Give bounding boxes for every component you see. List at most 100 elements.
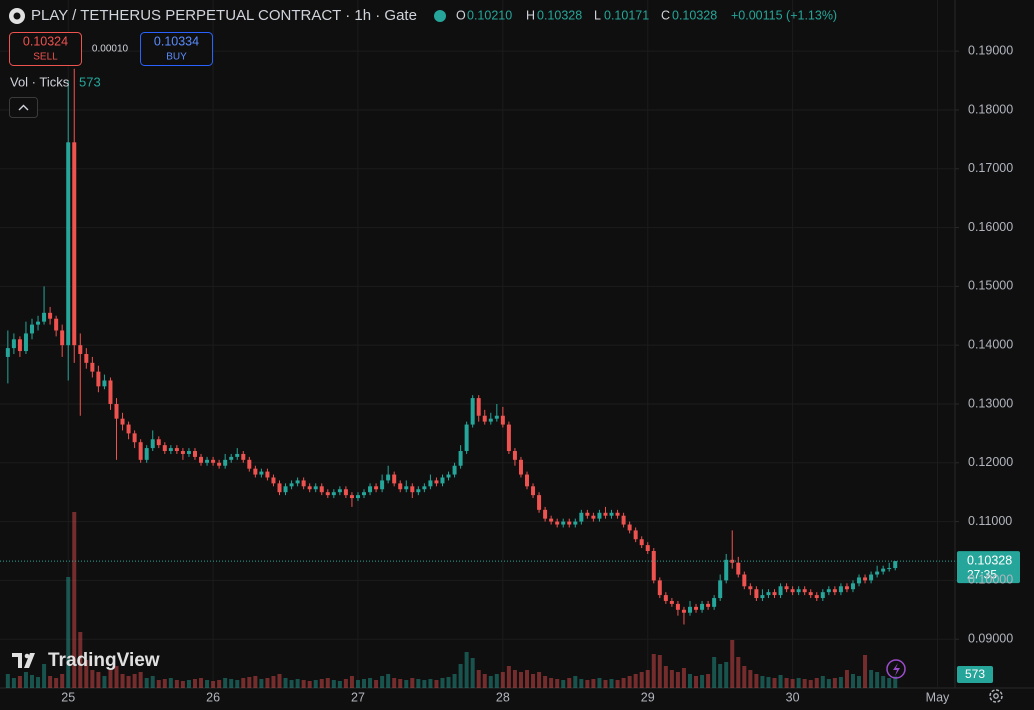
candle-body (597, 512, 602, 519)
candle-body (29, 324, 34, 334)
candle-body (694, 606, 699, 610)
volume-bar (458, 664, 463, 688)
collapse-button[interactable] (9, 97, 38, 118)
volume-bar (362, 679, 367, 688)
volume-pane (5, 512, 898, 688)
volume-bar (343, 679, 348, 688)
candle-body (808, 592, 813, 596)
volume-bar (826, 679, 831, 688)
volume-bar (325, 678, 330, 688)
candle-body (84, 353, 89, 363)
sell-button[interactable] (9, 32, 82, 66)
volume-bar (301, 680, 306, 688)
volume-bar (820, 676, 825, 688)
buy-button[interactable] (140, 32, 213, 66)
volume-bar (440, 678, 445, 688)
volume-bar (802, 679, 807, 688)
volume-bar (760, 676, 765, 688)
y-tick-label: 0.12000 (968, 455, 1013, 469)
volume-bar (531, 674, 536, 688)
candle-body (651, 550, 656, 581)
candle-body (349, 495, 354, 499)
symbol-title[interactable]: PLAY / TETHERUS PERPETUAL CONTRACT · 1h … (31, 7, 417, 24)
volume-bar (585, 680, 590, 688)
candle-body (736, 562, 741, 575)
candle-body (706, 603, 711, 607)
candle-body (331, 492, 336, 496)
volume-bar (808, 680, 813, 688)
candle-body (790, 589, 795, 593)
ohlc-key: C (661, 8, 670, 22)
x-tick-label: 29 (641, 690, 655, 704)
volume-bar (277, 674, 282, 688)
y-tick-label: 0.18000 (968, 102, 1013, 116)
volume-bar (446, 677, 451, 688)
volume-bar (875, 672, 880, 688)
visibility-toggle[interactable] (434, 10, 446, 22)
candle-body (319, 486, 324, 493)
volume-bar (392, 678, 397, 688)
buy-price: 0.10334 (154, 34, 199, 48)
candle-body (440, 477, 445, 484)
volume-bar (337, 681, 342, 688)
candle-body (174, 448, 179, 452)
candle-body (422, 486, 427, 490)
volume-bar (192, 679, 197, 688)
volume-bar (42, 664, 47, 688)
x-tick-label: 26 (206, 690, 220, 704)
volume-bar (687, 674, 692, 688)
volume-bar (561, 680, 566, 688)
candle-body (241, 453, 246, 460)
candle-body (778, 586, 783, 596)
volume-bar (615, 680, 620, 688)
settings-button[interactable] (989, 689, 1003, 703)
volume-bar (549, 678, 554, 688)
candle-body (470, 398, 475, 425)
candle-body (36, 321, 41, 325)
volume-bar (718, 664, 723, 688)
candle-body (718, 580, 723, 599)
volume-bar (5, 674, 10, 688)
candle-body (863, 577, 868, 581)
candle-body (585, 512, 590, 516)
candle-body (488, 418, 493, 422)
candle-body (675, 603, 680, 610)
volume-bar (11, 678, 16, 688)
volume-bar (265, 678, 270, 688)
volume-bar (470, 658, 475, 688)
volume-bar (223, 678, 228, 688)
candle-body (796, 589, 801, 593)
volume-bar (253, 676, 258, 688)
last-volume-tag (957, 666, 993, 683)
candle-body (144, 448, 149, 460)
candle-body (126, 424, 131, 434)
volume-bar (881, 676, 886, 688)
volume-bar (754, 674, 759, 688)
candle-body (259, 471, 264, 475)
candle-body (458, 451, 463, 466)
volume-bar (869, 670, 874, 688)
candle-body (875, 571, 880, 575)
candle-body (355, 495, 360, 499)
lightning-button[interactable] (886, 659, 906, 679)
volume-bar (597, 678, 602, 688)
candle-body (96, 371, 101, 387)
y-tick-label: 0.14000 (968, 337, 1013, 351)
y-tick-label: 0.13000 (968, 396, 1013, 410)
candles (5, 68, 898, 625)
candle-body (645, 545, 650, 551)
candle-body (48, 312, 53, 319)
candle-body (295, 480, 300, 484)
candle-body (742, 574, 747, 587)
volume-bar (217, 680, 222, 688)
y-tick-label: 0.11000 (968, 514, 1012, 528)
volume-bar (114, 666, 119, 688)
volume-bar (730, 640, 735, 688)
volume-bar (555, 679, 560, 688)
volume-bar (844, 670, 849, 688)
volume-bar (778, 675, 783, 688)
y-tick-label: 0.09000 (968, 631, 1013, 645)
ohlc-key: O (456, 8, 466, 22)
volume-bar (162, 679, 167, 688)
volume-bar (675, 672, 680, 688)
